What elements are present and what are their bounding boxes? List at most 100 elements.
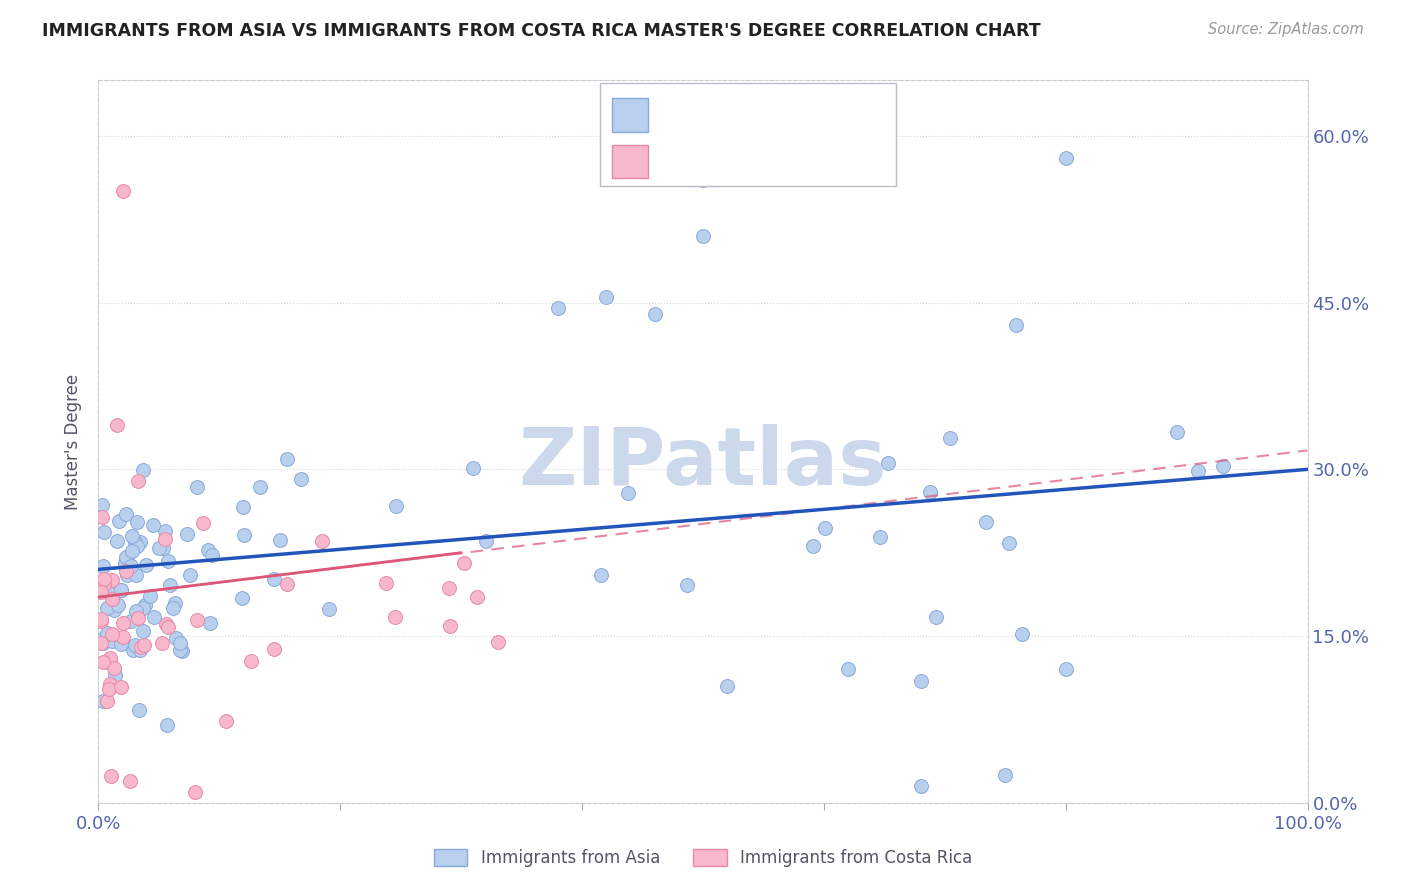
Point [108, 514, 131, 528]
Point [176, 527, 198, 541]
Point [869, 531, 891, 545]
Point [112, 615, 135, 630]
Point [215, 714, 238, 728]
Text: N =  49: N = 49 [785, 153, 853, 170]
Point [910, 779, 932, 793]
Point [90, 635, 112, 649]
Point [179, 568, 201, 582]
Point [186, 613, 208, 627]
Point [311, 534, 333, 549]
Point [90, 585, 112, 599]
Point [439, 618, 461, 632]
Point [110, 583, 132, 598]
Text: ZIPatlas: ZIPatlas [519, 425, 887, 502]
Point [100, 769, 122, 783]
Point [101, 591, 124, 606]
Point [127, 475, 149, 489]
Point [125, 515, 148, 529]
Point [156, 717, 179, 731]
Point [105, 417, 128, 432]
Point [169, 642, 191, 657]
Point [90, 615, 112, 629]
Point [104, 668, 127, 682]
Point [155, 616, 177, 631]
Point [93, 524, 115, 539]
Point [1054, 151, 1077, 165]
Point [91, 580, 114, 594]
Point [385, 499, 408, 513]
Point [159, 577, 181, 591]
Point [974, 515, 997, 529]
Legend: Immigrants from Asia, Immigrants from Costa Rica: Immigrants from Asia, Immigrants from Co… [427, 842, 979, 874]
Point [1212, 459, 1234, 474]
Point [801, 540, 824, 554]
Point [132, 463, 155, 477]
Point [918, 484, 941, 499]
Point [105, 534, 128, 549]
Point [276, 577, 298, 591]
Point [124, 568, 146, 582]
Point [129, 643, 152, 657]
Point [191, 516, 214, 530]
Point [172, 643, 194, 657]
Point [290, 472, 312, 486]
Point [90, 612, 112, 626]
Point [127, 607, 149, 622]
Point [644, 307, 666, 321]
Point [814, 520, 837, 534]
Point [132, 601, 155, 615]
Point [122, 642, 145, 657]
Point [118, 773, 141, 788]
Point [384, 610, 406, 624]
Point [127, 611, 149, 625]
Point [111, 185, 134, 199]
Point [101, 573, 124, 587]
Point [439, 581, 461, 595]
Point [107, 598, 129, 612]
Point [201, 548, 224, 562]
Point [117, 551, 139, 566]
Point [186, 480, 208, 494]
Point [91, 510, 114, 524]
Point [91, 632, 114, 647]
Point [142, 517, 165, 532]
Point [110, 680, 132, 694]
Point [616, 486, 638, 500]
Point [1054, 662, 1077, 676]
Point [924, 610, 946, 624]
Point [132, 638, 155, 652]
Point [96, 626, 118, 640]
Point [120, 614, 142, 628]
Point [91, 693, 114, 707]
Point [263, 572, 285, 586]
Point [129, 640, 152, 655]
Point [152, 541, 174, 556]
Point [150, 635, 173, 649]
Point [100, 677, 122, 691]
Point [692, 228, 714, 243]
Point [910, 673, 932, 688]
Point [198, 616, 221, 631]
Point [115, 567, 138, 582]
Point [128, 703, 150, 717]
Point [589, 568, 612, 582]
Point [676, 578, 699, 592]
Point [110, 582, 132, 597]
Point [96, 601, 118, 615]
Point [375, 576, 398, 591]
Point [453, 556, 475, 570]
Point [1011, 626, 1033, 640]
Point [112, 630, 135, 644]
Point [165, 632, 187, 646]
Point [93, 572, 115, 586]
Point [240, 654, 263, 668]
Text: Source: ZipAtlas.com: Source: ZipAtlas.com [1208, 22, 1364, 37]
Point [876, 456, 898, 470]
Point [169, 636, 191, 650]
Point [91, 498, 114, 512]
Point [125, 604, 148, 618]
Point [269, 533, 291, 548]
Point [994, 768, 1017, 782]
Text: R =  0.048: R = 0.048 [665, 153, 761, 170]
Point [162, 601, 184, 615]
